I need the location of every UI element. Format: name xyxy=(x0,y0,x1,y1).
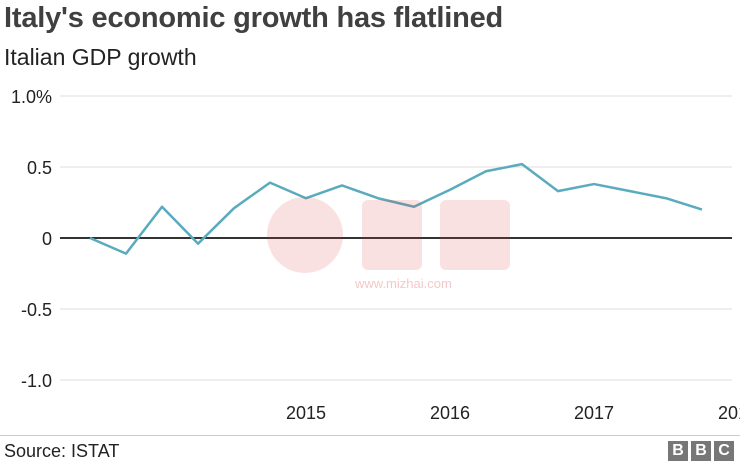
footer-divider xyxy=(0,435,740,436)
bbc-logo-block: B xyxy=(691,441,711,461)
source-note: Source: ISTAT xyxy=(4,441,120,461)
bbc-logo-block: B xyxy=(668,441,688,461)
y-tick-label: 1.0% xyxy=(11,87,52,107)
bbc-logo: B B C xyxy=(668,441,734,461)
y-tick-label: 0.5 xyxy=(27,158,52,178)
gdp-series-line xyxy=(89,162,703,255)
y-tick-label: -1.0 xyxy=(21,371,52,391)
bbc-logo-block: C xyxy=(714,441,734,461)
watermark-text: www.mizhai.com xyxy=(355,276,452,291)
gdp-line-chart: 1.0% 0.5 0 -0.5 -1.0 2015 2016 2017 2018 xyxy=(11,87,740,423)
x-tick-label: 2015 xyxy=(286,403,326,423)
chart-title: Italy's economic growth has flatlined xyxy=(4,2,504,34)
y-tick-label: -0.5 xyxy=(21,300,52,320)
x-tick-label: 2017 xyxy=(574,403,614,423)
chart-subtitle: Italian GDP growth xyxy=(4,44,197,70)
x-tick-label: 2016 xyxy=(430,403,470,423)
x-tick-label: 2018 xyxy=(718,403,740,423)
y-tick-label: 0 xyxy=(42,229,52,249)
